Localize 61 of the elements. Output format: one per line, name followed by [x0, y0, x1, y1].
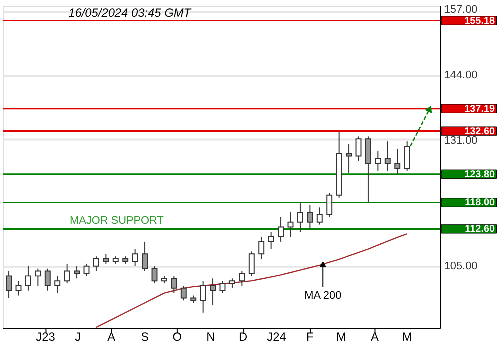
ref-line-label: 132.60 [464, 126, 496, 138]
ref-line-label: 112.60 [465, 224, 496, 236]
candlestick [142, 241, 148, 272]
x-tick-label: J24 [267, 330, 287, 344]
candlestick [103, 254, 110, 264]
ref-line-label: 137.19 [464, 104, 496, 115]
x-tick-label: A [108, 330, 116, 344]
x-tick-label: J23 [36, 330, 56, 344]
candlestick [25, 266, 32, 292]
candlestick [171, 276, 178, 294]
candlestick [229, 278, 236, 289]
candlestick [356, 136, 362, 162]
candlestick [132, 248, 138, 267]
candlestick [278, 216, 284, 242]
candlestick [35, 268, 42, 286]
candlestick [248, 251, 255, 277]
candlestick [316, 207, 323, 226]
candlestick [384, 141, 391, 172]
candlestick [44, 268, 51, 292]
ref-line-label: 155.18 [464, 16, 496, 27]
candlestick [394, 148, 401, 175]
x-tick-label: N [206, 330, 216, 344]
candlestick [180, 285, 187, 302]
candlestick [200, 280, 206, 314]
y-tick-label: 105.00 [444, 260, 478, 272]
line-series [96, 233, 408, 328]
candlestick [54, 276, 61, 294]
candlestick [152, 266, 158, 284]
annotation: 16/05/2024 03:45 GMT [68, 6, 192, 20]
ref-line-label: 118.00 [465, 198, 496, 209]
candlestick [307, 204, 314, 230]
candlestick [375, 150, 382, 172]
candlestick [64, 263, 70, 284]
y-tick-label: 144.00 [444, 69, 478, 82]
y-tick-label: 157.00 [444, 4, 478, 16]
x-tick-label: S [141, 330, 150, 344]
annotation: MA 200 [304, 290, 342, 302]
x-tick-label: F [306, 330, 314, 344]
x-tick-label: M [336, 330, 346, 344]
candlestick [16, 280, 22, 296]
candlestick [346, 144, 352, 174]
candlestick [6, 270, 12, 299]
candlestick [404, 141, 410, 172]
candlestick [74, 266, 80, 280]
ref-line-label: 123.80 [464, 169, 496, 180]
x-tick-label: A [370, 330, 379, 344]
candlestick [210, 278, 216, 306]
x-tick-label: M [402, 330, 412, 344]
candlestick [220, 280, 226, 294]
x-tick-label: J [75, 330, 82, 344]
candlestick [239, 270, 246, 286]
y-tick-label: 131.00 [444, 135, 478, 148]
annotation: MAJOR SUPPORT [70, 215, 164, 228]
candlestick [326, 192, 333, 218]
candlestick [93, 256, 100, 272]
candlestick [297, 202, 304, 233]
x-tick-label: D [238, 330, 248, 344]
candlestick [84, 263, 90, 277]
x-tick-label: O [172, 330, 182, 344]
candlestick [258, 236, 265, 260]
candlestick [268, 232, 274, 250]
